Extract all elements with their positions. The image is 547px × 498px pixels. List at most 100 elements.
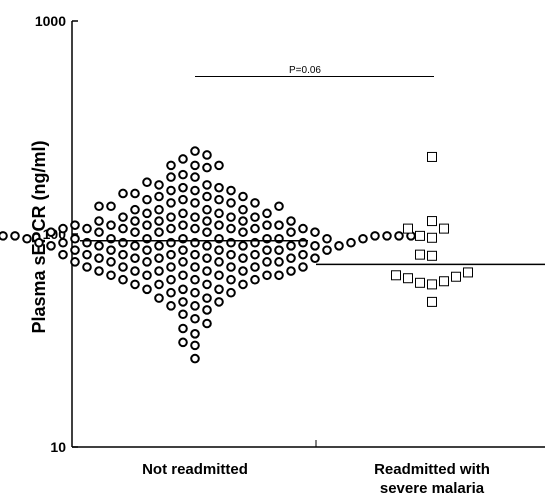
data-point-not-readmitted	[82, 262, 92, 272]
data-point-not-readmitted	[130, 241, 140, 251]
data-point-readmitted	[427, 151, 437, 162]
data-point-not-readmitted	[166, 198, 176, 208]
data-point-not-readmitted	[106, 201, 116, 212]
data-point-not-readmitted	[130, 216, 140, 226]
data-point-not-readmitted	[322, 245, 332, 255]
data-point-not-readmitted	[214, 194, 224, 205]
data-point-not-readmitted	[190, 353, 200, 364]
data-point-not-readmitted	[274, 245, 284, 255]
data-point-readmitted	[427, 279, 437, 290]
data-point-not-readmitted	[202, 293, 212, 303]
data-point-not-readmitted	[178, 284, 188, 295]
data-point-not-readmitted	[46, 227, 56, 237]
data-point-not-readmitted	[70, 257, 80, 267]
data-point-not-readmitted	[262, 245, 272, 255]
data-points	[0, 146, 473, 364]
data-point-readmitted	[403, 223, 413, 234]
data-point-not-readmitted	[274, 270, 284, 281]
data-point-not-readmitted	[118, 212, 128, 222]
data-point-not-readmitted	[166, 185, 176, 196]
data-point-not-readmitted	[238, 279, 248, 290]
data-point-not-readmitted	[166, 301, 176, 311]
data-point-not-readmitted	[118, 249, 128, 260]
data-point-not-readmitted	[202, 191, 212, 202]
data-point-not-readmitted	[202, 216, 212, 226]
data-point-not-readmitted	[190, 172, 200, 182]
data-point-not-readmitted	[322, 233, 332, 244]
data-point-not-readmitted	[46, 241, 56, 251]
data-point-not-readmitted	[262, 220, 272, 230]
data-point-not-readmitted	[118, 262, 128, 272]
data-point-not-readmitted	[214, 270, 224, 281]
data-point-not-readmitted	[142, 220, 152, 230]
data-point-not-readmitted	[346, 237, 356, 248]
data-point-not-readmitted	[190, 185, 200, 196]
data-point-not-readmitted	[214, 297, 224, 307]
data-point-not-readmitted	[130, 227, 140, 237]
data-point-not-readmitted	[190, 301, 200, 311]
data-point-readmitted	[391, 270, 401, 281]
y-tick-label: 1000	[35, 13, 66, 29]
data-point-readmitted	[427, 216, 437, 227]
data-point-not-readmitted	[190, 340, 200, 351]
data-point-not-readmitted	[202, 266, 212, 276]
data-point-not-readmitted	[310, 227, 320, 237]
data-point-not-readmitted	[82, 223, 92, 234]
data-point-not-readmitted	[226, 185, 236, 196]
data-point-readmitted	[427, 232, 437, 243]
data-point-not-readmitted	[178, 245, 188, 255]
data-point-not-readmitted	[130, 279, 140, 290]
data-point-not-readmitted	[142, 245, 152, 255]
data-point-not-readmitted	[226, 198, 236, 208]
data-point-not-readmitted	[262, 270, 272, 281]
data-point-not-readmitted	[142, 257, 152, 267]
data-point-readmitted	[451, 271, 461, 282]
data-point-not-readmitted	[94, 227, 104, 237]
data-point-not-readmitted	[154, 227, 164, 237]
data-point-not-readmitted	[202, 253, 212, 263]
data-point-not-readmitted	[178, 337, 188, 348]
data-point-not-readmitted	[250, 223, 260, 234]
data-point-not-readmitted	[130, 253, 140, 263]
data-point-not-readmitted	[106, 257, 116, 267]
data-point-not-readmitted	[298, 262, 308, 272]
data-point-not-readmitted	[178, 323, 188, 334]
data-point-not-readmitted	[238, 241, 248, 251]
data-point-not-readmitted	[142, 177, 152, 188]
significance-annotation: P=0.06	[195, 65, 434, 77]
data-point-not-readmitted	[166, 262, 176, 272]
data-point-not-readmitted	[166, 212, 176, 222]
data-point-not-readmitted	[190, 223, 200, 234]
data-point-not-readmitted	[154, 191, 164, 202]
data-point-not-readmitted	[190, 313, 200, 324]
data-point-not-readmitted	[214, 220, 224, 230]
data-point-not-readmitted	[166, 172, 176, 182]
data-point-not-readmitted	[178, 309, 188, 320]
data-point-not-readmitted	[178, 194, 188, 205]
category-label: severe malaria	[380, 480, 485, 497]
data-point-not-readmitted	[238, 191, 248, 202]
data-point-not-readmitted	[214, 284, 224, 295]
data-point-not-readmitted	[178, 169, 188, 180]
data-point-not-readmitted	[262, 257, 272, 267]
data-point-not-readmitted	[202, 162, 212, 173]
data-point-not-readmitted	[106, 270, 116, 281]
data-point-not-readmitted	[214, 208, 224, 219]
data-point-readmitted	[415, 277, 425, 288]
data-point-not-readmitted	[238, 227, 248, 237]
data-point-not-readmitted	[226, 223, 236, 234]
data-point-not-readmitted	[310, 253, 320, 263]
data-point-not-readmitted	[190, 249, 200, 260]
data-point-not-readmitted	[118, 223, 128, 234]
data-point-not-readmitted	[202, 227, 212, 237]
data-point-not-readmitted	[154, 266, 164, 276]
data-point-not-readmitted	[250, 249, 260, 260]
data-point-readmitted	[463, 267, 473, 278]
data-point-not-readmitted	[286, 266, 296, 276]
data-point-not-readmitted	[178, 220, 188, 230]
y-axis-title: Plasma sEPCR (ng/ml)	[29, 140, 49, 333]
data-point-not-readmitted	[310, 241, 320, 251]
data-point-not-readmitted	[154, 279, 164, 290]
data-point-not-readmitted	[154, 293, 164, 303]
